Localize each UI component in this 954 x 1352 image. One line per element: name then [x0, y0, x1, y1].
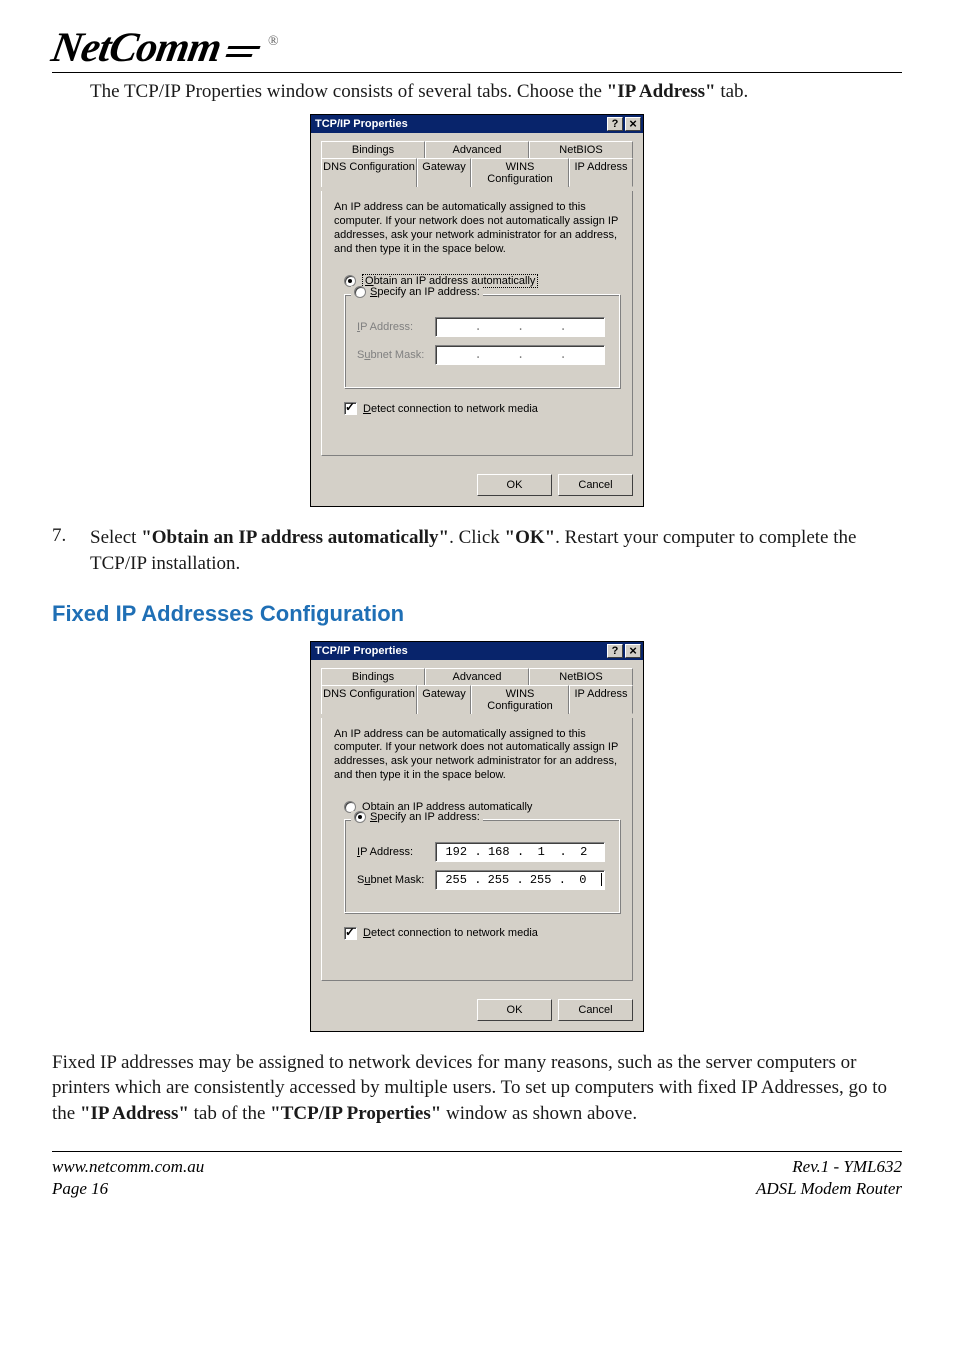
- tab-content: An IP address can be automatically assig…: [321, 718, 633, 981]
- titlebar: TCP/IP Properties ? ×: [311, 642, 643, 660]
- detect-row[interactable]: Detect connection to network media: [344, 927, 620, 940]
- help-button[interactable]: ?: [607, 644, 623, 658]
- dialog-buttons: OK Cancel: [311, 991, 643, 1031]
- mask-input[interactable]: 255.255.255. 0: [435, 870, 605, 890]
- tab-advanced[interactable]: Advanced: [425, 141, 529, 158]
- tcpip-dialog-fixed: TCP/IP Properties ? × Bindings Advanced …: [310, 641, 644, 1032]
- radio-specify[interactable]: [354, 811, 366, 823]
- help-text: An IP address can be automatically assig…: [334, 728, 620, 783]
- text-cursor: [601, 873, 602, 886]
- tabs-row-1: Bindings Advanced NetBIOS: [321, 141, 633, 158]
- help-button[interactable]: ?: [607, 117, 623, 131]
- detect-label: Detect connection to network media: [363, 403, 538, 415]
- tab-advanced[interactable]: Advanced: [425, 668, 529, 685]
- tab-netbios[interactable]: NetBIOS: [529, 141, 633, 158]
- tab-dns[interactable]: DNS Configuration: [321, 685, 417, 714]
- footer-rule: [52, 1151, 902, 1152]
- detect-row[interactable]: Detect connection to network media: [344, 402, 620, 415]
- intro-paragraph: The TCP/IP Properties window consists of…: [90, 79, 902, 105]
- tcpip-dialog-auto: TCP/IP Properties ? × Bindings Advanced …: [310, 114, 644, 507]
- tab-ipaddress[interactable]: IP Address: [569, 158, 633, 187]
- tab-gateway[interactable]: Gateway: [417, 158, 471, 187]
- radio-specify-label: Specify an IP address:: [370, 286, 480, 298]
- mask-input[interactable]: ...: [435, 345, 605, 365]
- mask-row: Subnet Mask: ...: [357, 345, 607, 365]
- step-content: Select "Obtain an IP address automatical…: [90, 525, 902, 576]
- ip-row: IP Address: 192.168. 1 . 2: [357, 842, 607, 862]
- logo: NetComm ®: [52, 30, 902, 68]
- mask-label: Subnet Mask:: [357, 874, 435, 886]
- tab-wins[interactable]: WINS Configuration: [471, 685, 569, 714]
- tab-bindings[interactable]: Bindings: [321, 668, 425, 685]
- tabs-row-2: DNS Configuration Gateway WINS Configura…: [321, 685, 633, 714]
- tabs-row-1: Bindings Advanced NetBIOS: [321, 668, 633, 685]
- specify-fieldset: Specify an IP address: IP Address: 192.1…: [344, 819, 620, 913]
- tab-dns[interactable]: DNS Configuration: [321, 158, 417, 187]
- intro-a: The TCP/IP Properties window consists of…: [90, 81, 607, 102]
- intro-c: tab.: [716, 81, 749, 102]
- detect-label: Detect connection to network media: [363, 927, 538, 939]
- detect-checkbox[interactable]: [344, 927, 357, 940]
- radio-specify[interactable]: [354, 286, 366, 298]
- detect-checkbox[interactable]: [344, 402, 357, 415]
- tabs-row-2: DNS Configuration Gateway WINS Configura…: [321, 158, 633, 187]
- tab-wins[interactable]: WINS Configuration: [471, 158, 569, 187]
- dialog-buttons: OK Cancel: [311, 466, 643, 506]
- logo-swoosh-icon: [226, 40, 264, 68]
- ok-button[interactable]: OK: [477, 999, 552, 1021]
- step-number: 7.: [52, 525, 90, 576]
- radio-specify-row[interactable]: Specify an IP address:: [351, 811, 483, 823]
- ip-row: IP Address: ...: [357, 317, 607, 337]
- registered-mark: ®: [268, 34, 279, 50]
- tab-content: An IP address can be automatically assig…: [321, 191, 633, 456]
- close-button[interactable]: ×: [625, 644, 641, 658]
- step-7: 7. Select "Obtain an IP address automati…: [52, 525, 902, 576]
- cancel-button[interactable]: Cancel: [558, 474, 633, 496]
- logo-text: NetComm: [49, 30, 224, 68]
- help-text: An IP address can be automatically assig…: [334, 201, 620, 256]
- intro-bold: "IP Address": [607, 81, 716, 102]
- footer-url: www.netcomm.com.au: [52, 1156, 204, 1178]
- ip-label: IP Address:: [357, 321, 435, 333]
- ip-input[interactable]: ...: [435, 317, 605, 337]
- close-button[interactable]: ×: [625, 117, 641, 131]
- dialog-title: TCP/IP Properties: [315, 118, 605, 130]
- tab-netbios[interactable]: NetBIOS: [529, 668, 633, 685]
- radio-specify-row[interactable]: Specify an IP address:: [351, 286, 483, 298]
- specify-fieldset: Specify an IP address: IP Address: ... S…: [344, 294, 620, 388]
- tab-ipaddress[interactable]: IP Address: [569, 685, 633, 714]
- header-rule: [52, 72, 902, 73]
- mask-row: Subnet Mask: 255.255.255. 0: [357, 870, 607, 890]
- fixed-ip-paragraph: Fixed IP addresses may be assigned to ne…: [52, 1050, 902, 1127]
- tab-gateway[interactable]: Gateway: [417, 685, 471, 714]
- footer-page: Page 16: [52, 1178, 204, 1200]
- footer-product: ADSL Modem Router: [756, 1178, 902, 1200]
- dialog-title: TCP/IP Properties: [315, 645, 605, 657]
- mask-label: Subnet Mask:: [357, 349, 435, 361]
- tab-bindings[interactable]: Bindings: [321, 141, 425, 158]
- footer-rev: Rev.1 - YML632: [756, 1156, 902, 1178]
- page-footer: www.netcomm.com.au Page 16 Rev.1 - YML63…: [52, 1156, 902, 1200]
- ip-input[interactable]: 192.168. 1 . 2: [435, 842, 605, 862]
- section-heading: Fixed IP Addresses Configuration: [52, 601, 902, 627]
- ok-button[interactable]: OK: [477, 474, 552, 496]
- cancel-button[interactable]: Cancel: [558, 999, 633, 1021]
- titlebar: TCP/IP Properties ? ×: [311, 115, 643, 133]
- radio-specify-label: Specify an IP address:: [370, 811, 480, 823]
- ip-label: IP Address:: [357, 846, 435, 858]
